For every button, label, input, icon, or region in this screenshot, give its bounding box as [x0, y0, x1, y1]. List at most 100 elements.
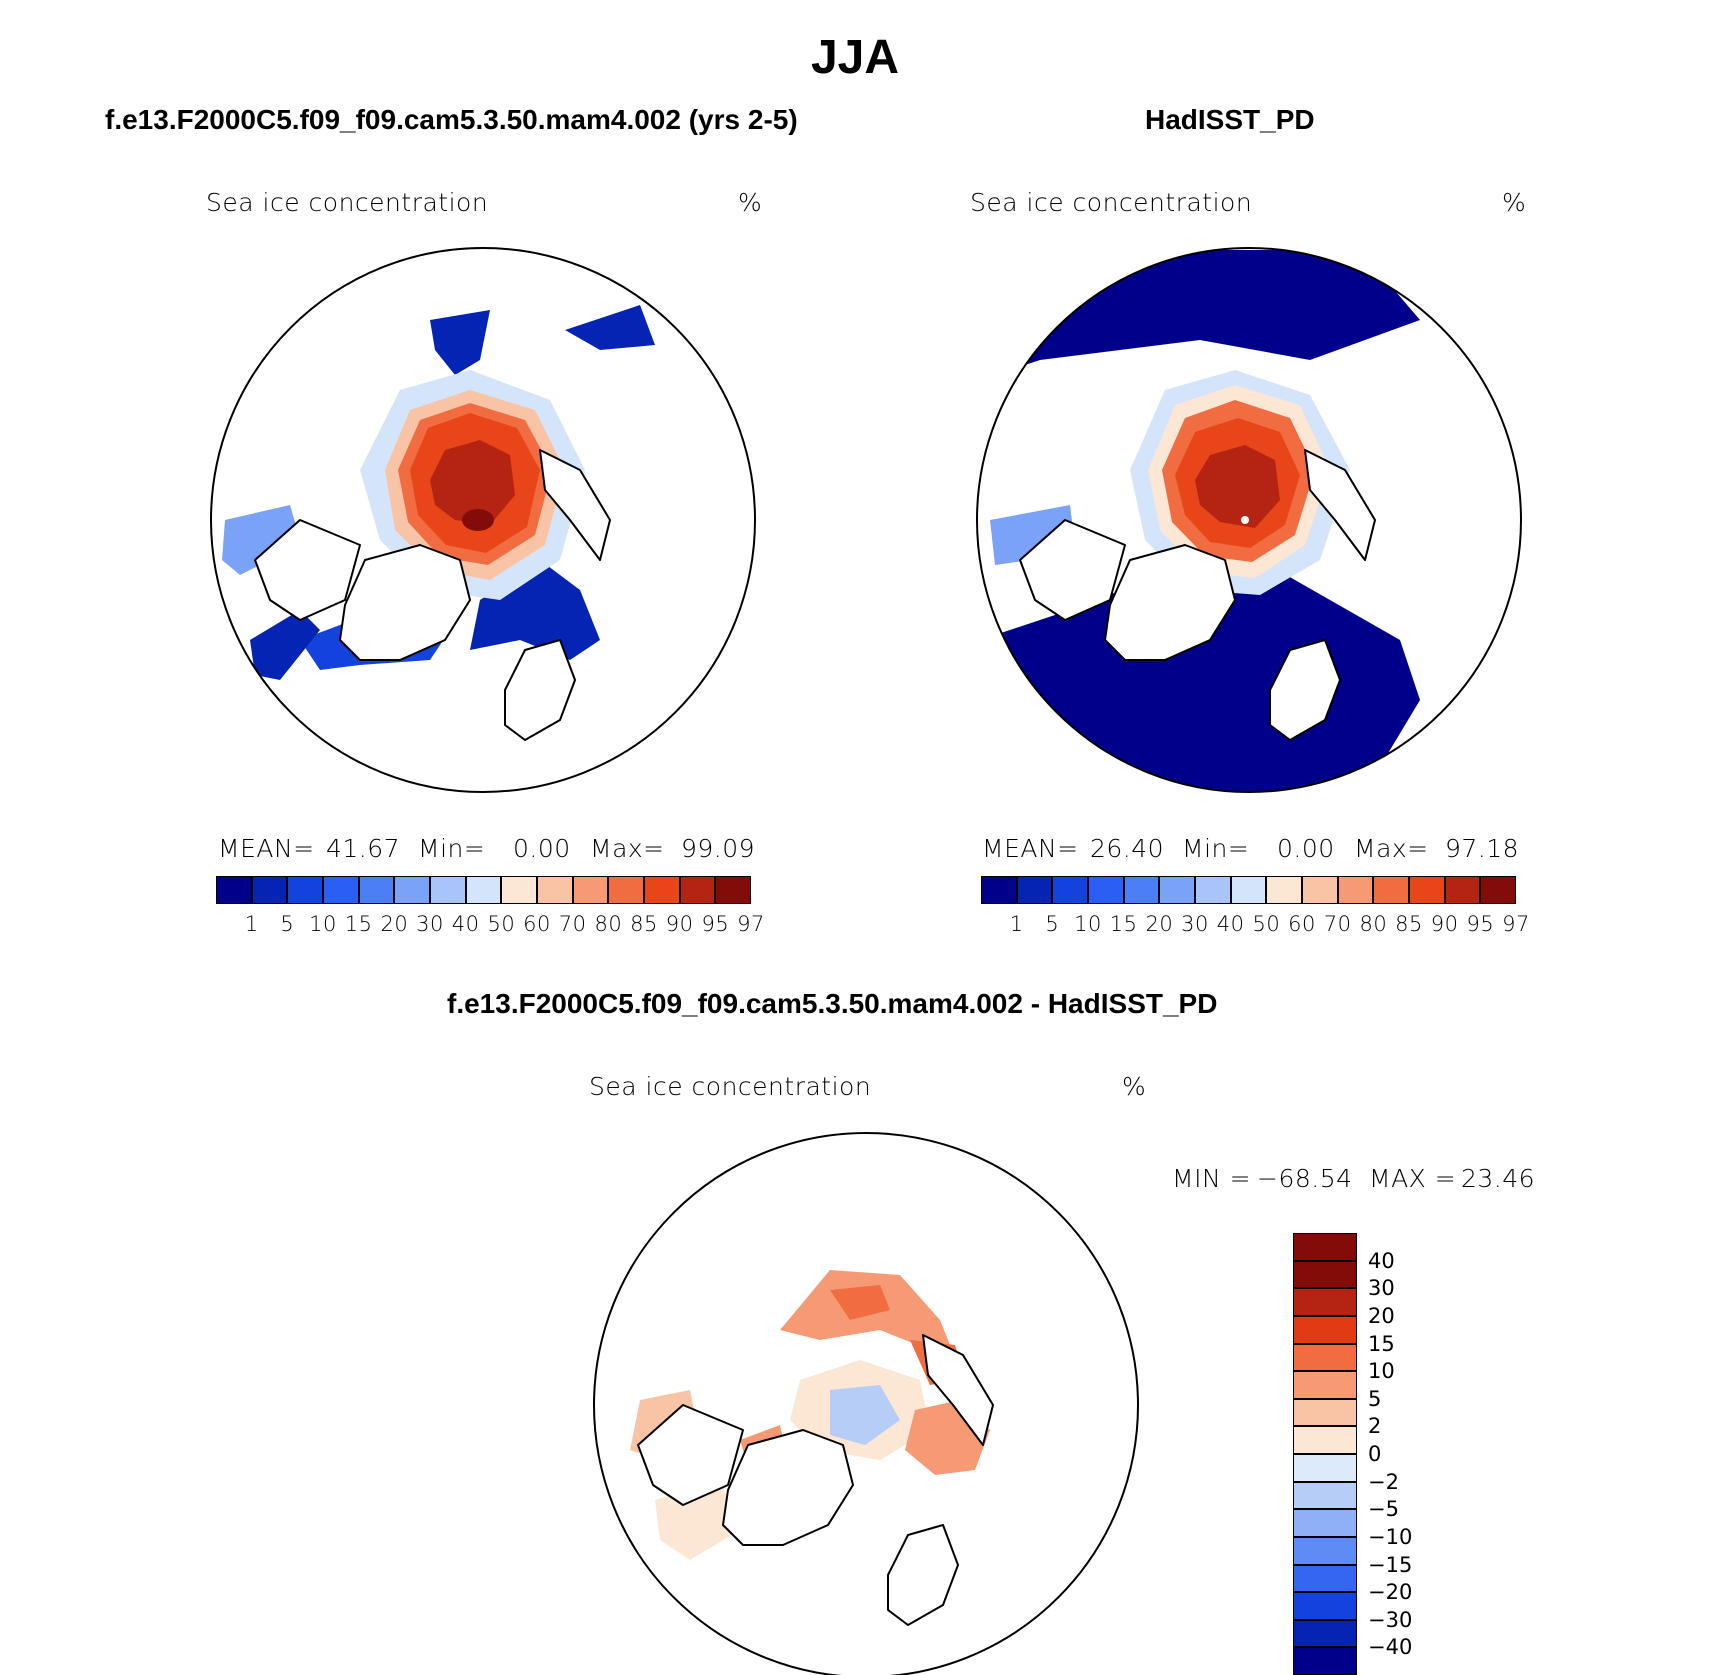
- obs-colorbar-box: [1123, 876, 1160, 904]
- model-colorbar: [216, 876, 751, 904]
- obs-colorbar-tick-label: 40: [1216, 912, 1245, 936]
- model-colorbar-box: [465, 876, 502, 904]
- diff-panel-title: f.e13.F2000C5.f09_f09.cam5.3.50.mam4.002…: [447, 988, 1218, 1019]
- diff-siberia-coast: [922, 1334, 994, 1446]
- model-ice-fringe-atlantic: [470, 560, 600, 660]
- model-ice-95: [430, 440, 515, 525]
- model-colorbar-tick-label: 1: [244, 912, 259, 936]
- obs-ice-fringe-baffin: [990, 505, 1075, 565]
- model-variable-label: Sea ice concentration: [206, 188, 489, 217]
- obs-max-value: 97.18: [1445, 834, 1520, 863]
- obs-ocean-atlantic: [977, 560, 1420, 792]
- model-greenland: [339, 544, 471, 661]
- diff-colorbar-box: [1293, 1619, 1357, 1648]
- diff-colorbar-tick-label: 10: [1368, 1359, 1395, 1384]
- model-colorbar-tick-label: 30: [416, 912, 444, 936]
- obs-colorbar-box: [1444, 876, 1481, 904]
- obs-colorbar-tick-label: 20: [1145, 912, 1174, 936]
- model-mean-value: 41.67: [326, 834, 401, 863]
- obs-ice-85: [1162, 400, 1315, 562]
- diff-colorbar-box: [1293, 1398, 1357, 1427]
- diff-colorbar-tick-label: 20: [1368, 1303, 1395, 1328]
- diff-colorbar-box: [1293, 1647, 1357, 1675]
- obs-colorbar-tick-label: 70: [1323, 912, 1352, 936]
- obs-colorbar-tick-label: 10: [1074, 912, 1102, 936]
- diff-canada: [637, 1404, 744, 1506]
- obs-colorbar-tick-label: 95: [1466, 912, 1495, 936]
- model-ice-70: [385, 390, 565, 580]
- obs-panel-title: HadISST_PD: [1145, 104, 1315, 135]
- diff-colorbar-tick-label: 40: [1368, 1248, 1395, 1273]
- obs-colorbar-tick-label: 1: [1009, 912, 1024, 936]
- model-colorbar-tick-label: 20: [380, 912, 409, 936]
- diff-colorbar: [1293, 1233, 1357, 1675]
- model-colorbar-labels: 1 5 10 15 20 30 40 50 60 70 80 85 90 95 97: [216, 912, 765, 938]
- obs-colorbar-tick-label: 80: [1359, 912, 1388, 936]
- obs-pole-hole: [1241, 516, 1249, 524]
- model-canada: [254, 519, 361, 621]
- model-colorbar-tick-label: 5: [280, 912, 295, 936]
- diff-colorbar-tick-label: −5: [1368, 1497, 1399, 1522]
- obs-greenland: [1104, 544, 1236, 661]
- diff-colorbar-box: [1293, 1426, 1357, 1454]
- diff-variable-label: Sea ice concentration: [589, 1072, 872, 1101]
- obs-mean-value: 26.40: [1090, 834, 1165, 863]
- obs-canada: [1019, 519, 1126, 621]
- figure-title: JJA: [810, 31, 900, 84]
- model-max-label: Max=: [590, 834, 665, 863]
- obs-colorbar-tick-label: 15: [1109, 912, 1138, 936]
- diff-colorbar-tick-label: −10: [1368, 1524, 1413, 1549]
- diff-map-boundary: [593, 1132, 1139, 1675]
- diff-positive-labrador: [655, 1480, 740, 1560]
- model-colorbar-box: [394, 876, 430, 904]
- diff-max-label: MAX =: [1369, 1164, 1457, 1193]
- obs-ice-90: [1175, 418, 1300, 548]
- model-colorbar-box: [430, 876, 466, 904]
- model-colorbar-tick-label: 95: [701, 912, 730, 936]
- model-panel-title: f.e13.F2000C5.f09_f09.cam5.3.50.mam4.002…: [105, 104, 798, 135]
- obs-colorbar-box: [1373, 876, 1409, 904]
- model-colorbar-tick-label: 90: [665, 912, 694, 936]
- model-colorbar-box: [358, 876, 395, 904]
- model-ice-fringe-baffin: [222, 505, 300, 575]
- diff-colorbar-labels: 40 30 20 15 10 5 2 0 −2 −5 −10 −15 −20 −30 −40: [1368, 1233, 1448, 1675]
- diff-min-value: −68.54: [1257, 1164, 1353, 1193]
- model-colorbar-tick-label: 80: [594, 912, 623, 936]
- model-map-boundary: [210, 247, 756, 793]
- diff-units-label: %: [1122, 1072, 1147, 1101]
- diff-colorbar-box: [1293, 1260, 1357, 1289]
- diff-min-label: MIN =: [1172, 1164, 1252, 1193]
- diff-colorbar-tick-label: −30: [1368, 1607, 1413, 1632]
- diff-colorbar-tick-label: 15: [1368, 1331, 1395, 1356]
- diff-negative-inner: [830, 1385, 900, 1445]
- diff-colorbar-tick-label: −20: [1368, 1580, 1413, 1605]
- diff-colorbar-box: [1293, 1481, 1357, 1510]
- obs-ocean-pacific: [977, 250, 1420, 380]
- model-mean-label: MEAN=: [218, 834, 315, 863]
- obs-variable-label: Sea ice concentration: [970, 188, 1253, 217]
- diff-colorbar-tick-label: −2: [1368, 1469, 1399, 1494]
- model-min-label: Min=: [418, 834, 486, 863]
- obs-min-value: 0.00: [1277, 834, 1335, 863]
- diff-colorbar-tick-label: −40: [1368, 1635, 1413, 1660]
- model-colorbar-tick-label: 50: [487, 912, 516, 936]
- obs-max-label: Max=: [1354, 834, 1429, 863]
- model-colorbar-box: [715, 876, 751, 904]
- diff-colorbar-box: [1293, 1315, 1357, 1344]
- diff-positive-east-siberian: [910, 1340, 965, 1385]
- model-colorbar-box: [287, 876, 323, 904]
- obs-colorbar-box: [1159, 876, 1195, 904]
- diff-colorbar-box: [1293, 1233, 1357, 1261]
- obs-colorbar-box: [1088, 876, 1124, 904]
- model-colorbar-box: [501, 876, 537, 904]
- obs-colorbar-tick-label: 5: [1045, 912, 1060, 936]
- model-colorbar-tick-label: 40: [451, 912, 480, 936]
- model-ice-fringe-bering: [430, 310, 490, 375]
- diff-near-zero-inner: [790, 1360, 930, 1460]
- diff-positive-barents: [905, 1400, 990, 1475]
- model-colorbar-box: [608, 876, 644, 904]
- model-max-value: 99.09: [681, 834, 756, 863]
- model-colorbar-tick-label: 70: [558, 912, 587, 936]
- obs-colorbar-tick-label: 50: [1252, 912, 1281, 936]
- obs-colorbar: [981, 876, 1516, 904]
